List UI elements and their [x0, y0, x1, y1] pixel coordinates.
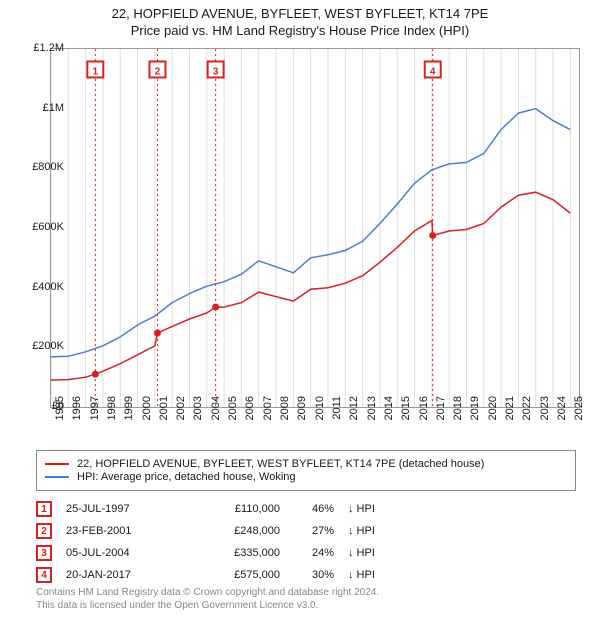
x-tick-label: 2015 — [400, 396, 412, 432]
x-tick-label: 2016 — [418, 396, 430, 432]
sales-date: 05-JUL-2004 — [66, 547, 176, 559]
sales-marker: 3 — [36, 545, 52, 561]
chart-title-block: 22, HOPFIELD AVENUE, BYFLEET, WEST BYFLE… — [0, 0, 600, 38]
sales-hpi-direction: ↓ HPI — [348, 503, 388, 515]
sales-row: 2 23-FEB-2001 £248,000 27% ↓ HPI — [36, 520, 576, 542]
sales-date: 23-FEB-2001 — [66, 525, 176, 537]
chart-svg: 1 2 3 4 — [51, 49, 579, 407]
sales-row: 3 05-JUL-2004 £335,000 24% ↓ HPI — [36, 542, 576, 564]
x-tick-label: 1998 — [106, 396, 118, 432]
sales-hpi-direction: ↓ HPI — [348, 547, 388, 559]
x-tick-label: 2009 — [296, 396, 308, 432]
legend-swatch — [45, 476, 69, 478]
legend-item: 22, HOPFIELD AVENUE, BYFLEET, WEST BYFLE… — [45, 458, 567, 470]
sales-hpi-direction: ↓ HPI — [348, 569, 388, 581]
chart-plot-area: 1 2 3 4 — [50, 48, 580, 408]
sales-price: £110,000 — [190, 503, 280, 515]
x-tick-label: 2005 — [227, 396, 239, 432]
x-tick-label: 2019 — [469, 396, 481, 432]
sales-price: £248,000 — [190, 525, 280, 537]
x-tick-label: 2004 — [210, 396, 222, 432]
x-tick-label: 2002 — [175, 396, 187, 432]
sales-hpi-direction: ↓ HPI — [348, 525, 388, 537]
title-line1: 22, HOPFIELD AVENUE, BYFLEET, WEST BYFLE… — [0, 6, 600, 21]
sales-table: 1 25-JUL-1997 £110,000 46% ↓ HPI 2 23-FEB-2001… — [36, 498, 576, 586]
x-tick-label: 2023 — [539, 396, 551, 432]
legend-label: HPI: Average price, detached house, Woki… — [77, 471, 296, 483]
svg-text:4: 4 — [430, 66, 436, 77]
legend-swatch — [45, 463, 69, 465]
footer-line2: This data is licensed under the Open Gov… — [36, 599, 379, 612]
x-tick-label: 1995 — [54, 396, 66, 432]
y-tick-label: £600K — [4, 221, 64, 233]
x-tick-label: 2018 — [452, 396, 464, 432]
x-tick-label: 2010 — [314, 396, 326, 432]
sales-row: 4 20-JAN-2017 £575,000 30% ↓ HPI — [36, 564, 576, 586]
x-tick-label: 1999 — [123, 396, 135, 432]
x-tick-label: 2014 — [383, 396, 395, 432]
y-tick-label: £800K — [4, 161, 64, 173]
legend: 22, HOPFIELD AVENUE, BYFLEET, WEST BYFLE… — [36, 450, 576, 491]
sales-marker: 2 — [36, 523, 52, 539]
footer-attribution: Contains HM Land Registry data © Crown c… — [36, 586, 379, 612]
x-tick-label: 1996 — [71, 396, 83, 432]
sales-pct: 27% — [294, 525, 334, 537]
x-tick-label: 2025 — [573, 396, 585, 432]
x-tick-label: 2012 — [348, 396, 360, 432]
title-line2: Price paid vs. HM Land Registry's House … — [0, 23, 600, 38]
x-tick-label: 2008 — [279, 396, 291, 432]
x-tick-label: 2000 — [141, 396, 153, 432]
sales-pct: 24% — [294, 547, 334, 559]
footer-line1: Contains HM Land Registry data © Crown c… — [36, 586, 379, 599]
sales-price: £575,000 — [190, 569, 280, 581]
x-tick-label: 2001 — [158, 396, 170, 432]
sales-marker: 1 — [36, 501, 52, 517]
sales-date: 25-JUL-1997 — [66, 503, 176, 515]
y-tick-label: £1.2M — [4, 42, 64, 54]
x-tick-label: 2022 — [521, 396, 533, 432]
svg-text:1: 1 — [93, 66, 99, 77]
sales-price: £335,000 — [190, 547, 280, 559]
sales-marker: 4 — [36, 567, 52, 583]
svg-text:2: 2 — [155, 66, 161, 77]
sales-pct: 30% — [294, 569, 334, 581]
x-tick-label: 1997 — [89, 396, 101, 432]
sales-date: 20-JAN-2017 — [66, 569, 176, 581]
x-tick-label: 2020 — [487, 396, 499, 432]
sales-row: 1 25-JUL-1997 £110,000 46% ↓ HPI — [36, 498, 576, 520]
y-tick-label: £400K — [4, 281, 64, 293]
x-tick-label: 2017 — [435, 396, 447, 432]
y-tick-label: £1M — [4, 102, 64, 114]
svg-text:3: 3 — [213, 66, 219, 77]
x-tick-label: 2007 — [262, 396, 274, 432]
y-tick-label: £200K — [4, 340, 64, 352]
x-tick-label: 2006 — [244, 396, 256, 432]
legend-item: HPI: Average price, detached house, Woki… — [45, 471, 567, 483]
x-tick-label: 2024 — [556, 396, 568, 432]
legend-label: 22, HOPFIELD AVENUE, BYFLEET, WEST BYFLE… — [77, 458, 484, 470]
x-tick-label: 2011 — [331, 396, 343, 432]
x-tick-label: 2013 — [366, 396, 378, 432]
x-tick-label: 2021 — [504, 396, 516, 432]
x-tick-label: 2003 — [192, 396, 204, 432]
sales-pct: 46% — [294, 503, 334, 515]
